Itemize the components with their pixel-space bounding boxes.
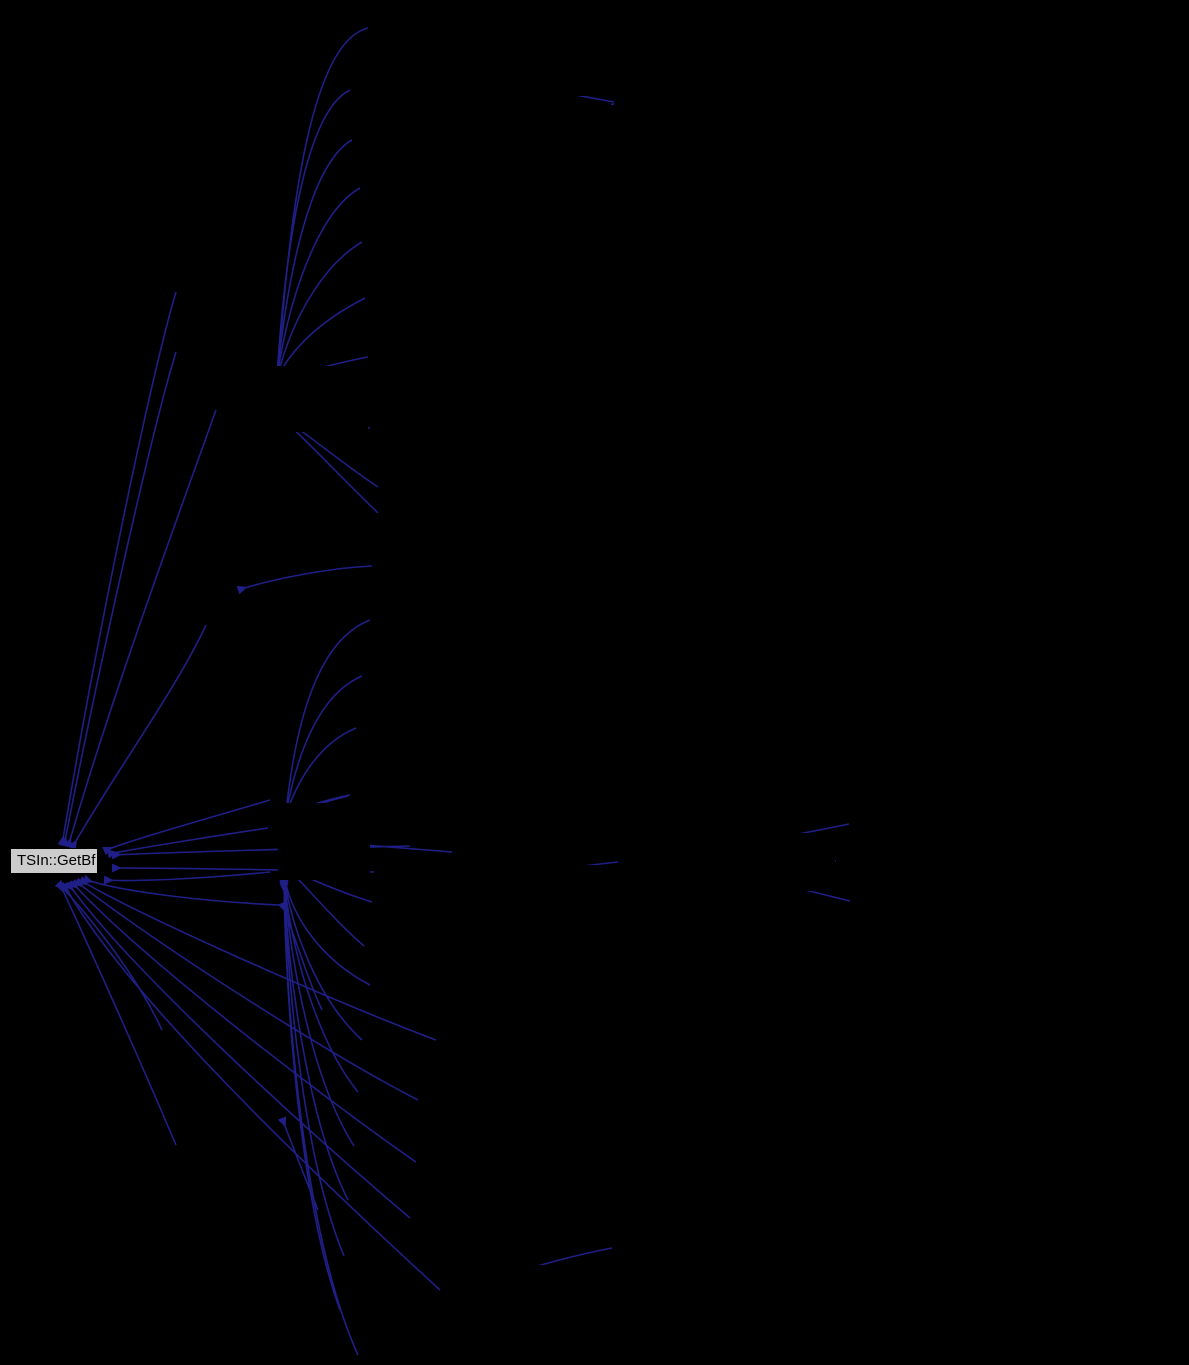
node-hidden-c2-418[interactable] bbox=[272, 406, 368, 432]
node-hidden-c4-393[interactable] bbox=[505, 381, 577, 407]
node-hidden-c5-877[interactable] bbox=[737, 865, 851, 891]
node-tsin-getbf[interactable]: TSIn::GetBf bbox=[10, 848, 98, 874]
node-hidden-c4-877[interactable] bbox=[508, 865, 618, 891]
node-hidden-c5-1237[interactable] bbox=[755, 1225, 841, 1251]
node-hidden-c4-1292[interactable] bbox=[500, 1280, 586, 1306]
node-hidden-c2-815[interactable] bbox=[278, 803, 370, 829]
node-label: TSIn::GetBf bbox=[17, 852, 96, 869]
node-hidden-c2-840[interactable] bbox=[278, 828, 370, 854]
node-hidden-c4-1345[interactable] bbox=[500, 1333, 612, 1359]
node-hidden-c2-866[interactable] bbox=[278, 854, 370, 880]
node-hidden-c4-18[interactable] bbox=[505, 6, 611, 32]
node-hidden-c4-116[interactable] bbox=[505, 104, 611, 130]
node-hidden-c5-99[interactable] bbox=[738, 87, 826, 113]
node-hidden-c6-913[interactable] bbox=[980, 901, 1042, 927]
node-hidden-c4-82[interactable] bbox=[505, 70, 611, 96]
node-hidden-c5-1292[interactable] bbox=[770, 1280, 832, 1306]
